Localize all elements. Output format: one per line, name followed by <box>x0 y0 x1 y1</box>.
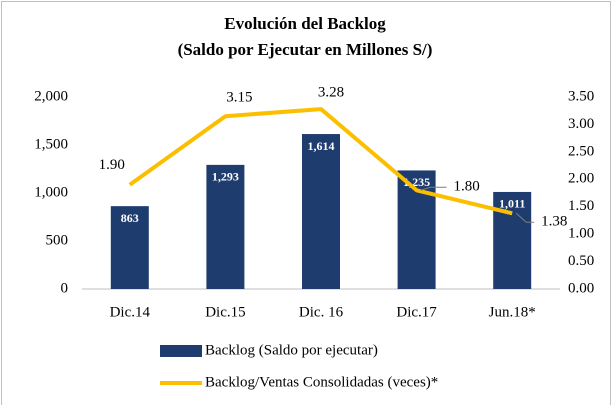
line <box>128 107 513 216</box>
bar <box>110 206 149 289</box>
line-value-label: 1.90 <box>99 157 125 173</box>
bar-value-label: 1,293 <box>212 170 239 184</box>
line-value-label: 3.28 <box>318 85 344 101</box>
y2-tick-label: 1.00 <box>568 226 594 242</box>
y-tick-label: 1,000 <box>34 184 68 200</box>
x-tick-label: Dic. 16 <box>299 304 344 320</box>
y-tick-label: 500 <box>46 232 69 248</box>
y2-tick-label: 0.00 <box>568 280 594 296</box>
y2-tick-label: 2.50 <box>568 143 594 159</box>
line-value-label: 1.38 <box>541 214 567 230</box>
bar <box>493 191 532 289</box>
bar-value-label: 1,011 <box>499 197 525 211</box>
y-tick-label: 1,500 <box>34 136 68 152</box>
y-tick-label: 0 <box>61 280 69 296</box>
line-value-label: 3.15 <box>226 90 252 106</box>
leader-line <box>420 186 447 191</box>
legend-swatch <box>160 345 202 357</box>
x-tick-label: Jun.18* <box>489 304 536 320</box>
y2-tick-label: 3.50 <box>568 88 594 104</box>
y2-tick-label: 2.00 <box>568 171 594 187</box>
leader-line <box>515 212 535 223</box>
bar <box>302 134 340 289</box>
x-tick-label: Dic.17 <box>396 304 437 320</box>
y2-tick-label: 1.50 <box>568 198 594 214</box>
bar <box>206 164 245 289</box>
y2-tick-label: 0.50 <box>568 253 594 269</box>
chart-title: Evolución del Backlog <box>224 14 386 33</box>
y2-tick-label: 3.00 <box>568 116 594 132</box>
line-value-label: 1.80 <box>453 179 479 195</box>
bar-value-label: 1,614 <box>308 139 335 153</box>
x-tick-label: Dic.15 <box>205 304 245 320</box>
y-tick-label: 2,000 <box>34 88 68 104</box>
legend-label: Backlog/Ventas Consolidadas (veces)* <box>205 374 438 390</box>
x-tick-label: Dic.14 <box>110 304 151 320</box>
legend-label: Backlog (Saldo por ejecutar) <box>205 342 378 358</box>
chart-subtitle: (Saldo por Ejecutar en Millones S/) <box>178 40 433 59</box>
bar-value-label: 863 <box>121 211 139 225</box>
